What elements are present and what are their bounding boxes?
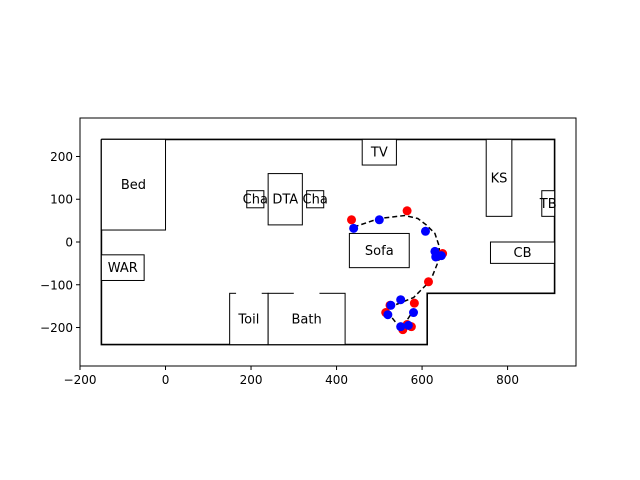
- data-point: [396, 295, 406, 305]
- x-tick-label: 0: [162, 373, 170, 387]
- y-tick-label: −100: [40, 278, 73, 292]
- furniture-label: Sofa: [365, 244, 394, 259]
- data-point: [423, 277, 433, 287]
- furniture-label: Bed: [121, 178, 146, 193]
- walls-layer: [100, 138, 556, 346]
- furniture-label: DTA: [272, 193, 298, 208]
- furniture-label: TB: [539, 197, 557, 212]
- x-tick-label: 800: [496, 373, 519, 387]
- furniture-label: Bath: [292, 312, 322, 327]
- data-point: [383, 310, 393, 320]
- data-point: [347, 215, 357, 225]
- furniture-box-toil: [229, 292, 269, 346]
- data-point: [386, 300, 396, 310]
- ticks-layer: −200 0 200 400 600 800 −200 −100 0 100 200: [40, 150, 519, 387]
- y-tick-label: 100: [50, 193, 73, 207]
- furniture-box-war: [100, 254, 145, 281]
- furniture-box-tv: [361, 138, 397, 166]
- furniture-label: Toil: [237, 312, 259, 327]
- furniture-label: Cha: [303, 193, 328, 208]
- furniture-box-cha: [246, 190, 265, 209]
- furniture-label: KS: [491, 171, 508, 186]
- wall-outline: [100, 138, 556, 346]
- furniture-box-cha: [306, 190, 325, 209]
- data-point: [403, 320, 413, 330]
- data-point: [436, 251, 446, 261]
- furniture-label: CB: [514, 246, 532, 261]
- y-tick-label: 200: [50, 150, 73, 164]
- y-tick-label: 0: [65, 236, 73, 250]
- furniture-box-cb: [489, 241, 556, 264]
- data-point: [420, 226, 430, 236]
- furniture-box-bed: [100, 138, 167, 231]
- data-point: [409, 308, 419, 318]
- x-tick-label: −200: [64, 373, 97, 387]
- data-point: [349, 223, 359, 233]
- furniture-label: WAR: [108, 261, 138, 276]
- data-point: [402, 206, 412, 216]
- furniture-box-dta: [267, 173, 303, 226]
- furniture-box-sofa: [348, 232, 410, 269]
- x-tick-label: 200: [240, 373, 263, 387]
- y-tick-label: −200: [40, 321, 73, 335]
- furniture-label: Cha: [243, 193, 268, 208]
- data-point: [409, 298, 419, 308]
- furniture-box-tb: [541, 190, 556, 217]
- furniture-label: TV: [370, 146, 388, 161]
- furniture-box-ks: [485, 138, 513, 217]
- furniture-layer: Bed WAR Cha DTA Cha TV KS TB Sofa CB Toil Bath: [100, 138, 557, 346]
- x-tick-label: 400: [325, 373, 348, 387]
- data-point: [374, 215, 384, 225]
- furniture-box-bath: [267, 292, 346, 346]
- data-point: [396, 322, 406, 332]
- points-layer: [347, 206, 448, 335]
- x-tick-label: 600: [411, 373, 434, 387]
